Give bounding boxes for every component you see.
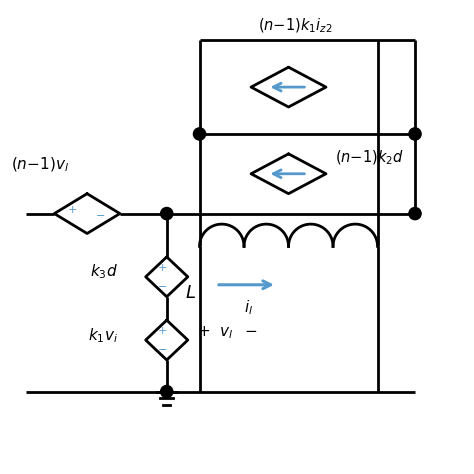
Text: $k_3d$: $k_3d$ <box>90 263 118 282</box>
Text: $(n{-}1)k_2d$: $(n{-}1)k_2d$ <box>336 148 404 166</box>
Polygon shape <box>146 320 188 360</box>
Polygon shape <box>146 257 188 297</box>
Text: −: − <box>157 282 167 292</box>
Text: −: − <box>157 346 167 356</box>
Text: +: + <box>157 263 167 273</box>
Text: $(n{-}1)v_l$: $(n{-}1)v_l$ <box>11 155 69 173</box>
Text: +: + <box>67 205 77 215</box>
Text: $k_1v_i$: $k_1v_i$ <box>88 326 118 345</box>
Text: −: − <box>96 211 105 221</box>
Polygon shape <box>251 67 326 107</box>
Circle shape <box>409 128 421 140</box>
Text: $+\ \ v_l\ \ -$: $+\ \ v_l\ \ -$ <box>197 325 258 341</box>
Text: +: + <box>157 326 167 336</box>
Circle shape <box>409 208 421 219</box>
Polygon shape <box>55 194 120 234</box>
Text: $(n{-}1)k_1i_{z2}$: $(n{-}1)k_1i_{z2}$ <box>258 16 333 35</box>
Polygon shape <box>251 154 326 194</box>
Text: $L$: $L$ <box>185 284 196 302</box>
Text: $i_l$: $i_l$ <box>244 298 253 317</box>
Circle shape <box>161 385 173 398</box>
Circle shape <box>193 128 206 140</box>
Circle shape <box>161 208 173 219</box>
